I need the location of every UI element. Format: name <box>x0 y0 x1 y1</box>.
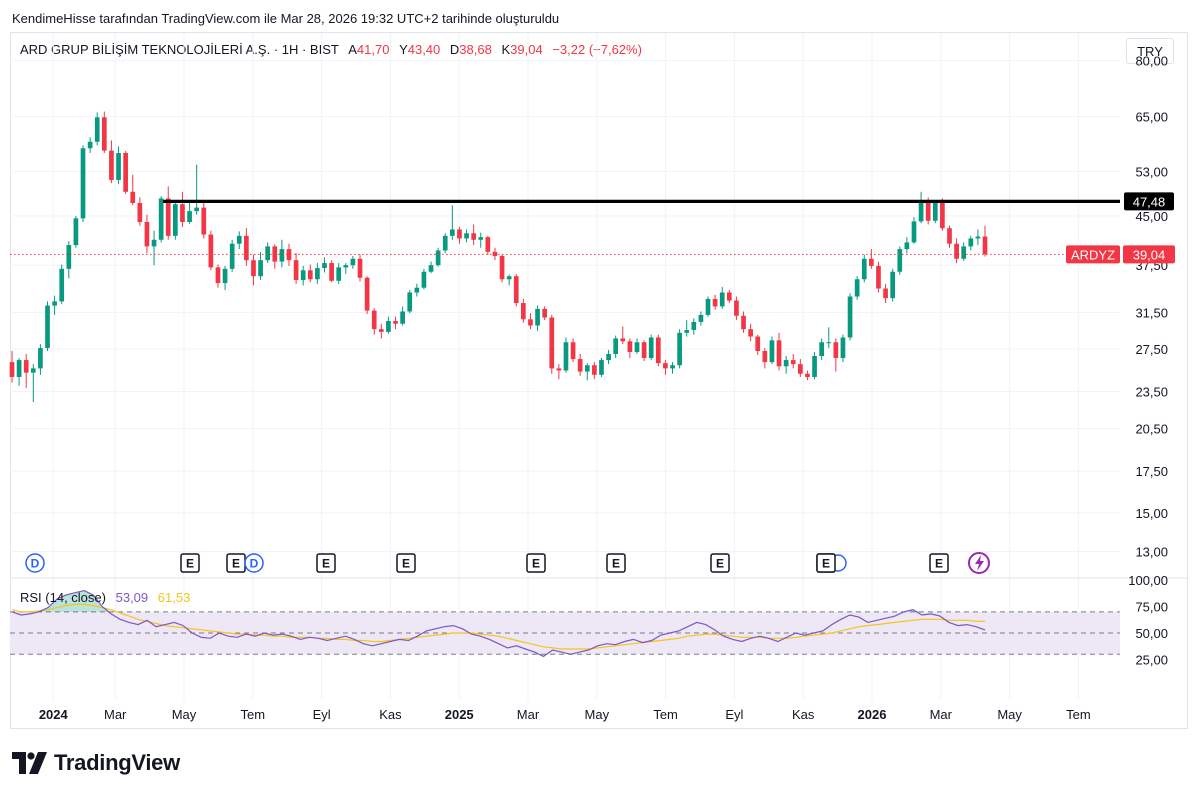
rsi-name: RSI (14, close) <box>20 590 106 605</box>
close-value: 39,04 <box>510 42 543 57</box>
low-label: D <box>449 42 460 57</box>
tradingview-logo-icon <box>12 752 47 774</box>
change-value: −3,22 (−7,62%) <box>552 42 642 57</box>
high-value: 43,40 <box>407 42 441 57</box>
chart-caption: KendimeHisse tarafından TradingView.com … <box>12 11 560 26</box>
rsi-legend: RSI (14, close) 53,09 61,53 <box>20 590 190 605</box>
open-label: A <box>348 42 357 57</box>
low-value: 38,68 <box>459 42 492 57</box>
rsi-ma-value: 61,53 <box>157 590 191 605</box>
brand-name: TradingView <box>54 750 180 775</box>
currency-button[interactable]: TRY <box>1126 38 1174 64</box>
close-label: K <box>501 42 511 57</box>
symbol-legend: ARD GRUP BİLİŞİM TEKNOLOJİLERİ A.Ş. · 1H… <box>20 42 642 57</box>
rsi-value: 53,09 <box>115 590 149 605</box>
chart-frame <box>10 32 1188 729</box>
open-value: 41,70 <box>356 42 390 57</box>
high-label: Y <box>399 42 408 57</box>
tradingview-logo[interactable]: TradingView <box>12 750 180 776</box>
symbol-line: ARD GRUP BİLİŞİM TEKNOLOJİLERİ A.Ş. · 1H… <box>20 42 339 57</box>
